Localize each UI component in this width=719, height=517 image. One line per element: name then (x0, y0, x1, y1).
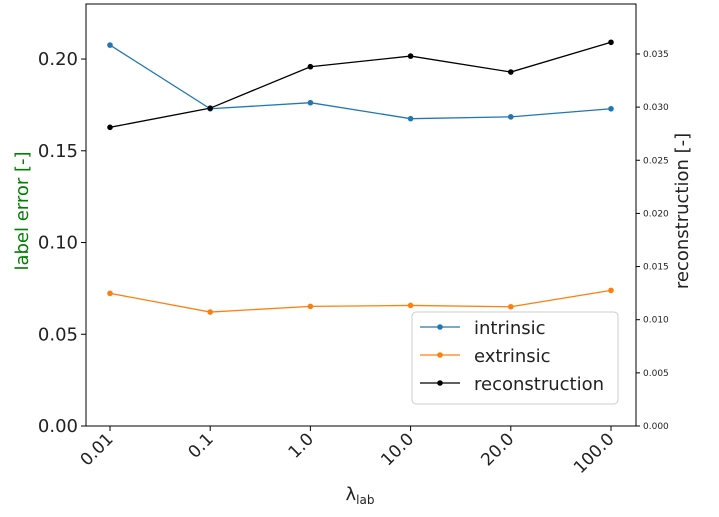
right-tick-label: 0.015 (643, 263, 669, 273)
data-point-extrinsic (608, 287, 614, 294)
x-tick-label: 1.0 (285, 429, 318, 462)
legend-label-intrinsic: intrinsic (474, 318, 546, 339)
data-point-reconstruction (207, 105, 213, 111)
data-point-extrinsic (307, 303, 314, 310)
x-tick-label: 10.0 (377, 429, 418, 470)
x-tick-label: 100.0 (570, 429, 619, 478)
data-point-extrinsic (407, 302, 414, 309)
x-tick-label: 0.1 (184, 429, 217, 462)
data-point-intrinsic (608, 105, 614, 112)
data-point-reconstruction (307, 63, 314, 70)
data-point-reconstruction (407, 53, 414, 59)
series-line-extrinsic (109, 289, 612, 313)
right-tick-label: 0.000 (643, 422, 669, 432)
series-line-intrinsic (109, 44, 612, 120)
data-point-extrinsic (508, 303, 514, 310)
data-point-intrinsic (407, 115, 414, 122)
plot-border (85, 3, 637, 427)
right-tick-label: 0.030 (643, 103, 669, 113)
left-tick-label: 0.10 (38, 233, 78, 254)
data-point-extrinsic (107, 290, 113, 297)
data-point-extrinsic (207, 309, 213, 315)
legend-marker-intrinsic (437, 324, 443, 330)
legend-marker-extrinsic (437, 352, 443, 358)
x-tick-label: 20.0 (477, 429, 518, 470)
x-axis-label: λlab (346, 484, 375, 507)
data-point-reconstruction (107, 124, 113, 131)
right-tick-label: 0.005 (643, 369, 669, 379)
legend: intrinsic extrinsic reconstruction (411, 311, 619, 405)
left-tick-label: 0.00 (38, 416, 78, 437)
series-line-reconstruction (109, 41, 612, 128)
x-axis: 0.01 0.1 1.0 10.0 20.0 100.0 (77, 426, 619, 478)
data-point-intrinsic (107, 42, 113, 48)
x-tick-label: 0.01 (77, 429, 118, 470)
data-point-intrinsic (307, 99, 314, 106)
data-point-reconstruction (608, 39, 614, 46)
right-tick-label: 0.035 (643, 50, 669, 60)
legend-label-extrinsic: extrinsic (474, 346, 551, 367)
left-tick-label: 0.05 (38, 324, 78, 345)
data-point-reconstruction (508, 69, 514, 75)
plot-frame (85, 3, 637, 427)
right-y-axis: 0.000 0.005 0.010 0.015 0.020 0.025 0.030 0.035 (636, 50, 669, 432)
left-tick-label: 0.15 (38, 141, 78, 162)
legend-box (411, 311, 619, 405)
left-axis-label: label error [-] (12, 151, 33, 270)
series-layer (107, 39, 614, 315)
right-axis-label: reconstruction [-] (672, 133, 693, 289)
right-tick-label: 0.010 (643, 316, 669, 326)
left-y-axis: 0.00 0.05 0.10 0.15 0.20 (38, 49, 86, 437)
legend-label-reconstruction: reconstruction (474, 374, 604, 395)
right-tick-label: 0.025 (643, 156, 669, 166)
left-tick-label: 0.20 (38, 49, 78, 70)
right-tick-label: 0.020 (643, 209, 669, 219)
data-point-intrinsic (508, 114, 514, 120)
legend-marker-reconstruction (437, 380, 443, 386)
